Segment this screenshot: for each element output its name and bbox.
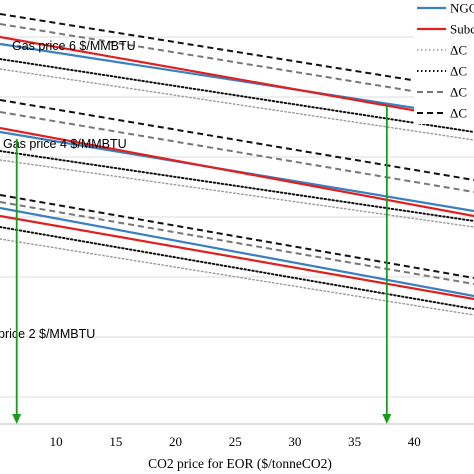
legend: NGC Subc ΔC ΔC ΔC ΔC — [414, 0, 474, 124]
x-tick-label: 35 — [348, 434, 361, 449]
series-line-group2-4 — [0, 150, 474, 222]
gas-price-label-3: price 2 $/MMBTU — [0, 327, 95, 341]
series-line-group1-6 — [0, 13, 474, 91]
series-line-group3-5 — [0, 201, 474, 285]
annotation-arrowhead-2 — [382, 414, 392, 424]
series-line-group2-2 — [0, 126, 474, 218]
series-line-group3-1 — [0, 206, 474, 298]
annotation-arrowhead-1 — [12, 414, 22, 424]
series-line-group1-3 — [0, 68, 474, 141]
legend-entry-5: ΔC — [450, 85, 467, 100]
series-line-group2-3 — [0, 159, 474, 228]
series-line-group3-3 — [0, 238, 474, 316]
legend-entry-6: ΔC — [450, 106, 467, 121]
legend-entry-1: NGC — [450, 1, 474, 16]
legend-entry-3: ΔC — [450, 43, 467, 58]
series-line-group3-2 — [0, 214, 474, 301]
series-line-group3-6 — [0, 194, 474, 279]
series-line-group1-5 — [0, 23, 474, 102]
x-tick-label: 40 — [408, 434, 421, 449]
series-line-group1-4 — [0, 58, 474, 133]
series-line-group1-2 — [0, 35, 474, 123]
series-lines — [0, 13, 474, 316]
grid — [0, 36, 474, 398]
gas-price-labels: Gas price 6 $/MMBTU Gas price 4 $/MMBTU pr… — [0, 39, 136, 341]
legend-entry-4: ΔC — [450, 64, 467, 79]
series-line-group2-6 — [0, 99, 474, 181]
x-tick-label: 20 — [169, 434, 182, 449]
x-tick-labels: 10 15 20 25 30 35 40 — [50, 434, 421, 449]
gas-price-label-2: Gas price 4 $/MMBTU — [3, 137, 127, 151]
series-line-group2-5 — [0, 111, 474, 193]
legend-box — [414, 0, 474, 124]
x-tick-label: 30 — [288, 434, 301, 449]
annotation-arrows — [12, 106, 392, 424]
series-line-group3-4 — [0, 226, 474, 310]
legend-entry-2: Subc — [450, 22, 474, 37]
x-tick-label: 10 — [50, 434, 63, 449]
x-tick-label: 15 — [109, 434, 122, 449]
x-tick-label: 25 — [229, 434, 242, 449]
x-axis-title: CO2 price for EOR ($/tonneCO2) — [148, 456, 332, 471]
gas-price-label-1: Gas price 6 $/MMBTU — [12, 39, 136, 53]
series-line-group1-1 — [0, 42, 474, 119]
